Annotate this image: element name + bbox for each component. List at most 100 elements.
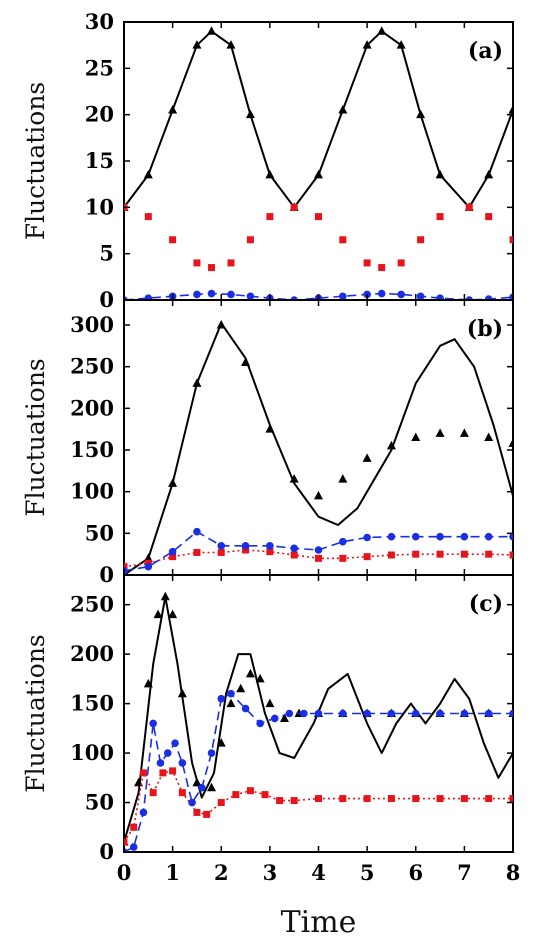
panel-a-y-tick-label-2: 10 — [85, 194, 114, 219]
panel-b-series-2-point-8 — [315, 554, 322, 562]
panel-c-series-1-point-10 — [226, 698, 236, 708]
panel-c-series-2-point-18 — [387, 795, 395, 803]
panel-c-series-3-point-25 — [484, 709, 493, 718]
panel-c-series-3-point-21 — [387, 709, 396, 718]
panel-c-series-3-point-24 — [460, 709, 469, 718]
panel-b-series-2-point-11 — [387, 551, 395, 559]
panel-a-series-1-point-17 — [484, 169, 494, 179]
panel-c-series-3-point-22 — [411, 709, 420, 718]
panel-c-series-1-point-2 — [143, 678, 153, 688]
panel-c-series-3-point-3 — [149, 719, 157, 728]
panel-c-series-2-point-3 — [149, 789, 157, 797]
panel-b-series-1-point-7 — [289, 474, 299, 483]
panel-c-series-2-point-9 — [217, 799, 225, 807]
panel-a-series-2-point-7 — [266, 213, 274, 221]
panel-a-series-2-point-1 — [144, 213, 152, 221]
panel-c-y-tick-label-3: 150 — [70, 691, 114, 716]
panel-b-series-3-point-10 — [363, 533, 371, 542]
panel-c-series-2-point-19 — [412, 795, 420, 803]
panel-c-series-2-point-11 — [246, 787, 254, 795]
x-axis-title: Time — [281, 905, 357, 940]
panel-b-y-tick-label-6: 300 — [70, 312, 114, 337]
panel-b-series-3-point-3 — [193, 527, 201, 536]
panel-b-series-2-point-4 — [217, 549, 225, 556]
panel-b-series-0-line — [124, 322, 513, 575]
panel-b-series-3-point-0 — [124, 567, 128, 575]
panel-b-series-2-point-9 — [339, 554, 347, 562]
panel-c-y-tick-label-4: 200 — [70, 641, 114, 666]
panel-c-series-3-point-16 — [285, 709, 294, 718]
panel-a-series-3-point-6 — [246, 292, 255, 300]
panel-b-series-1-point-11 — [386, 440, 396, 450]
panel-b-ticks: 0 50 100 150 200 250 300 — [70, 300, 514, 587]
panel-c-series-1-point-11 — [236, 683, 246, 693]
panel-b-series-1-point-12 — [411, 432, 421, 441]
panel-c-series-2-point-17 — [363, 795, 371, 803]
panel-a-series-3-point-12 — [377, 289, 386, 298]
panel-c-series-1-point-14 — [265, 698, 275, 708]
x-tick-label-4: 4 — [311, 860, 326, 885]
panel-a-series-1-point-9 — [314, 169, 323, 179]
panel-c-series-3-point-20 — [363, 709, 371, 718]
panel-c-series-2-point-8 — [203, 810, 211, 818]
panel-b-series-3-point-16 — [509, 532, 513, 541]
panel-c-y-tick-label-0: 0 — [99, 839, 114, 864]
panel-c-y-tick-label-5: 250 — [70, 592, 114, 617]
panel-c-series-3-point-23 — [436, 709, 444, 718]
panel-a-series-3-point-1 — [144, 294, 153, 300]
panel-c-series-3-point-19 — [339, 709, 347, 718]
panel-b-series-1-point-6 — [265, 424, 275, 433]
panel-b-y-tick-label-0: 0 — [99, 562, 114, 587]
panel-a-series-2-point-9 — [315, 213, 322, 221]
panel-c-series-3-line — [124, 692, 513, 852]
panel-a-series-3-point-18 — [509, 293, 513, 300]
panel-c-series-2 — [124, 767, 513, 846]
panel-c-series-1-point-13 — [255, 673, 265, 683]
panel-a-series-3-point-10 — [339, 292, 347, 300]
panel-c-series-2-point-4 — [159, 769, 167, 777]
panel-c-series-0-line — [124, 595, 513, 843]
panel-b-series-3-point-15 — [484, 532, 493, 541]
panel-a-series-1-point-5 — [226, 40, 236, 49]
panel-c-series-3-point-14 — [256, 719, 264, 728]
panel-b-series-2-point-5 — [242, 546, 250, 554]
panel-c-series-1 — [124, 591, 513, 846]
panel-b-series-3-point-6 — [266, 542, 274, 550]
panel-c-series-2-point-5 — [169, 767, 177, 775]
x-tick-label-8: 8 — [506, 860, 521, 885]
panel-c-series-1-point-15 — [279, 713, 289, 722]
panel-c-series-3-point-15 — [270, 714, 279, 723]
panel-a-y-tick-label-3: 15 — [85, 148, 114, 173]
panel-b-series-3-point-12 — [411, 532, 420, 541]
panel-b-series-1-point-2 — [168, 478, 178, 487]
panel-a-series-2-point-3 — [193, 259, 201, 267]
x-tick-label-6: 6 — [408, 860, 423, 885]
panel-a-series-2-point-14 — [417, 236, 425, 244]
panel-a-series-3-point-4 — [207, 289, 216, 298]
panel-b-frame — [123, 299, 514, 576]
panel-a-series-2-point-2 — [169, 236, 177, 244]
panel-b-series-2-point-2 — [169, 553, 177, 561]
panel-b-series-0 — [124, 322, 513, 575]
panel-b-series-3-point-14 — [460, 532, 469, 541]
panel-b-series-3-point-5 — [241, 542, 250, 550]
panel-b-series-2-point-10 — [363, 553, 371, 561]
panel-a-series-1-point-13 — [396, 40, 406, 49]
panel-c-series-3-point-10 — [207, 749, 216, 757]
panel-a-series-1 — [124, 26, 513, 211]
panel-a-series-1-point-1 — [143, 169, 153, 179]
panel-a-ticks: 0 5 10 15 20 25 30 — [85, 9, 514, 312]
panel-a-series-3-point-3 — [193, 290, 201, 299]
panel-b-y-axis-title: Fluctuations — [21, 358, 50, 517]
x-tick-label-0: 0 — [117, 860, 132, 885]
panel-b-series-1-point-3 — [192, 378, 202, 387]
panel-a: 0 5 10 15 20 25 30 (a) Fluctuations — [21, 9, 514, 312]
x-tick-label-1: 1 — [165, 860, 180, 885]
panel-a-series-1-point-18 — [508, 105, 513, 114]
panel-a-series-1-point-7 — [265, 169, 275, 179]
panel-b-series-1-point-13 — [435, 428, 445, 437]
panel-b-series-3-point-13 — [436, 532, 444, 541]
panel-c-series-3-point-18 — [314, 709, 323, 718]
panel-c: 0 50 100 150 200 250 0 1 2 3 4 5 6 7 8 (c) Fluctuation… — [21, 574, 521, 940]
